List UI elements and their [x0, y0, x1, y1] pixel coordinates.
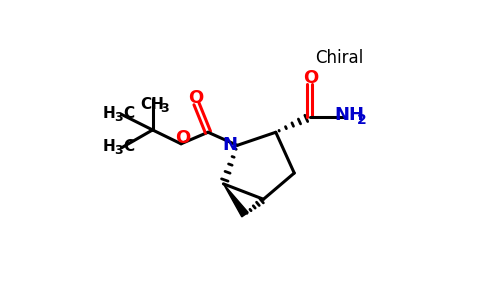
Text: O: O — [303, 69, 318, 87]
Text: 2: 2 — [357, 113, 367, 127]
Text: 3: 3 — [114, 111, 123, 124]
Text: O: O — [188, 89, 203, 107]
Text: Chiral: Chiral — [315, 49, 363, 67]
Text: O: O — [175, 129, 190, 147]
Text: H: H — [103, 139, 116, 154]
Text: H: H — [103, 106, 116, 121]
Polygon shape — [224, 184, 248, 217]
Text: NH: NH — [334, 106, 364, 124]
Text: 3: 3 — [114, 144, 123, 157]
Text: CH: CH — [141, 97, 165, 112]
Text: C: C — [123, 106, 134, 121]
Text: C: C — [123, 139, 134, 154]
Text: 3: 3 — [161, 102, 169, 115]
Text: N: N — [222, 136, 237, 154]
